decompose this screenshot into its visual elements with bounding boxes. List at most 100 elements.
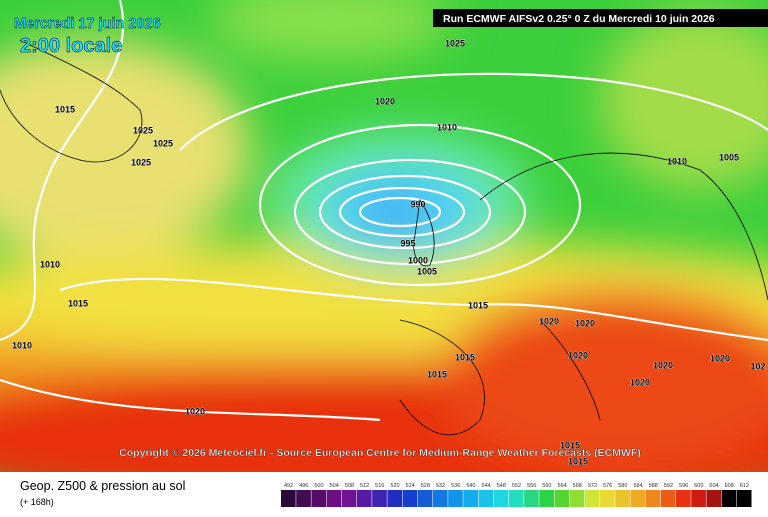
scale-label: 580 (618, 483, 627, 489)
legend-title: Geop. Z500 & pression au sol (20, 479, 185, 493)
scale-label: 584 (633, 483, 642, 489)
isobar-label: 1005 (719, 152, 739, 162)
scale-label: 496 (299, 483, 308, 489)
isobar-label: 1015 (55, 104, 75, 114)
scale-swatch (478, 490, 494, 507)
scale-swatch (615, 490, 630, 507)
scale-swatch (493, 490, 509, 507)
isobar-label: 1010 (12, 340, 32, 350)
lead-time: (+ 168h) (20, 497, 54, 507)
scale-swatch (281, 490, 296, 507)
scale-label: 524 (406, 483, 415, 489)
scale-swatch (387, 490, 403, 507)
isobar-label: 1025 (153, 138, 173, 148)
forecast-date: Mercredi 17 juin 2026 (14, 16, 161, 32)
scale-swatch (311, 490, 327, 507)
forecast-time: 2:00 locale (20, 35, 122, 57)
scale-swatch (721, 490, 737, 507)
scale-label: 512 (360, 483, 369, 489)
scale-swatch (706, 490, 722, 507)
isobar-label: 102 (750, 361, 765, 371)
isobar-label: 1025 (133, 125, 153, 135)
scale-swatch (660, 490, 676, 507)
scale-swatch (402, 490, 418, 507)
scale-label: 592 (664, 483, 673, 489)
isobar-label: 1010 (40, 259, 60, 269)
run-info: Run ECMWF AIFSv2 0.25° 0 Z du Mercredi 1… (443, 13, 715, 25)
scale-swatch (584, 490, 600, 507)
copyright: Copyright © 2026 Meteociel.fr - Source E… (119, 447, 641, 459)
scale-swatch (524, 490, 539, 507)
scale-label: 560 (542, 483, 551, 489)
scale-swatch (326, 490, 342, 507)
scale-label: 556 (527, 483, 536, 489)
isobar-label: 995 (400, 238, 415, 248)
isobar-label: 1015 (560, 440, 580, 450)
scale-swatch (554, 490, 570, 507)
scale-label: 536 (451, 483, 460, 489)
isobar-label: 1005 (417, 266, 437, 276)
isobar-label: 1015 (568, 456, 588, 466)
scale-label: 520 (390, 483, 399, 489)
isobars (0, 0, 768, 422)
scale-swatch (463, 490, 479, 507)
color-scale: 492 496 500 504 508 512 516 520 524 528 532 536 540 5… (281, 483, 752, 507)
isobar-label: 1010 (437, 122, 457, 132)
scale-label: 612 (740, 483, 749, 489)
scale-label: 504 (330, 483, 339, 489)
isobar-label: 1020 (185, 406, 205, 416)
isobar-label: 1020 (575, 318, 595, 328)
isobar-label: 990 (410, 199, 425, 209)
scale-swatch (417, 490, 433, 507)
isobar-label: 1015 (455, 352, 475, 362)
isobar-label: 1020 (375, 96, 395, 106)
scale-label: 564 (557, 483, 566, 489)
scale-swatch (341, 490, 357, 507)
scale-label: 516 (375, 483, 384, 489)
scale-swatch (630, 490, 646, 507)
scale-label: 596 (679, 483, 688, 489)
scale-label: 500 (314, 483, 323, 489)
scale-label: 608 (725, 483, 734, 489)
scale-label: 576 (603, 483, 612, 489)
isobar-label: 1020 (539, 316, 559, 326)
scale-label: 548 (497, 483, 506, 489)
isobar-label: 1015 (68, 298, 88, 308)
isobar-label: 1000 (408, 255, 428, 265)
scale-swatch (448, 490, 463, 507)
isobar-label: 1025 (445, 38, 465, 48)
isobar-label: 1025 (131, 157, 151, 167)
scale-swatch (296, 490, 311, 507)
scale-swatch (539, 490, 554, 507)
scale-label: 588 (649, 483, 658, 489)
scale-swatch (372, 490, 387, 507)
scale-label: 508 (345, 483, 354, 489)
scale-label: 528 (421, 483, 430, 489)
scale-swatch (508, 490, 524, 507)
coastlines (0, 39, 768, 436)
scale-swatch (600, 490, 615, 507)
isobar-label: 1010 (667, 156, 687, 166)
scale-swatch (676, 490, 691, 507)
scale-label: 532 (436, 483, 445, 489)
isobar-label: 1015 (427, 369, 447, 379)
scale-swatch (432, 490, 448, 507)
scale-swatch (645, 490, 661, 507)
isobar-label: 1015 (468, 300, 488, 310)
scale-label: 552 (512, 483, 521, 489)
scale-label: 540 (466, 483, 475, 489)
scale-swatch (569, 490, 585, 507)
scale-label: 604 (709, 483, 718, 489)
isobar-label: 1020 (710, 353, 730, 363)
isobar-label: 1020 (630, 377, 650, 387)
scale-swatch (356, 490, 372, 507)
isobar-label: 1020 (568, 350, 588, 360)
scale-label: 568 (573, 483, 582, 489)
isobar-label: 1020 (653, 360, 673, 370)
scale-swatch (691, 490, 706, 507)
scale-swatch (736, 490, 752, 507)
scale-label: 572 (588, 483, 597, 489)
